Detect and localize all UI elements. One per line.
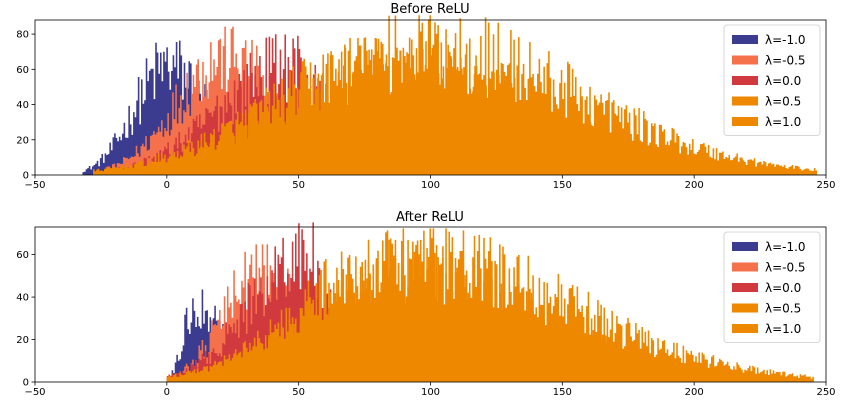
- x-tick-label: 150: [553, 387, 572, 398]
- y-axis-ticks: 0 20 40 60: [16, 250, 35, 389]
- x-axis-ticks: −50 0 50 100 150 200 250: [24, 382, 836, 398]
- legend-label: λ=-1.0: [765, 33, 806, 47]
- legend-label: λ=-1.0: [765, 240, 806, 254]
- legend-box: [723, 231, 821, 343]
- x-tick-label: −50: [24, 387, 45, 398]
- legend-swatch: [732, 35, 758, 44]
- legend-label: λ=0.5: [765, 302, 801, 316]
- series-bars-4: [119, 15, 818, 175]
- legend: λ=-1.0 λ=-0.5 λ=0.0 λ=0.5 λ=1.0: [723, 231, 821, 343]
- x-tick-label: 0: [164, 180, 170, 191]
- legend-swatch: [732, 76, 758, 85]
- legend-box: [723, 24, 821, 136]
- y-tick-label: 20: [16, 135, 29, 146]
- legend-swatch: [732, 303, 758, 313]
- histogram-bars: [82, 15, 818, 176]
- legend-label: λ=-0.5: [765, 261, 806, 275]
- x-tick-label: 100: [421, 180, 440, 191]
- x-axis-ticks: −50 0 50 100 150 200 250: [24, 175, 836, 191]
- x-tick-label: 200: [685, 180, 704, 191]
- legend-swatch: [732, 96, 758, 106]
- x-tick-label: 50: [292, 387, 305, 398]
- x-tick-label: 50: [292, 180, 305, 191]
- series-bars-4: [166, 228, 814, 382]
- y-tick-label: 60: [16, 250, 29, 261]
- y-tick-label: 20: [16, 335, 29, 346]
- legend-swatch: [732, 242, 758, 251]
- chart-title: After ReLU: [396, 210, 464, 225]
- x-tick-label: 150: [553, 180, 572, 191]
- legend-label: λ=1.0: [765, 322, 801, 336]
- legend-label: λ=-0.5: [765, 54, 806, 68]
- chart-title: Before ReLU: [390, 2, 469, 17]
- y-tick-label: 80: [16, 30, 29, 41]
- y-tick-label: 60: [16, 65, 29, 76]
- x-tick-label: 100: [421, 387, 440, 398]
- x-tick-label: 250: [816, 180, 835, 191]
- y-tick-label: 40: [16, 100, 29, 111]
- legend-swatch: [732, 283, 758, 292]
- legend-swatch: [732, 324, 758, 333]
- histogram-bars: [166, 222, 814, 382]
- x-tick-label: −50: [24, 180, 45, 191]
- y-tick-label: 0: [23, 171, 29, 182]
- legend-label: λ=1.0: [765, 115, 801, 129]
- legend-label: λ=0.5: [765, 95, 801, 109]
- y-tick-label: 40: [16, 293, 29, 304]
- legend-swatch: [732, 55, 758, 65]
- legend-swatch: [732, 262, 758, 272]
- y-tick-label: 0: [23, 378, 29, 389]
- before-relu-panel: Before ReLU −50 0 50 100 150 200 250 020406080…: [16, 2, 835, 191]
- y-axis-ticks: 0 20 40 60 80: [16, 30, 35, 182]
- legend-label: λ=0.0: [765, 74, 801, 88]
- x-tick-label: 0: [164, 387, 170, 398]
- x-tick-label: 200: [685, 387, 704, 398]
- legend: λ=-1.0 λ=-0.5 λ=0.0 λ=0.5 λ=1.0: [723, 24, 821, 136]
- x-tick-label: 250: [816, 387, 835, 398]
- legend-swatch: [732, 117, 758, 126]
- legend-label: λ=0.0: [765, 281, 801, 295]
